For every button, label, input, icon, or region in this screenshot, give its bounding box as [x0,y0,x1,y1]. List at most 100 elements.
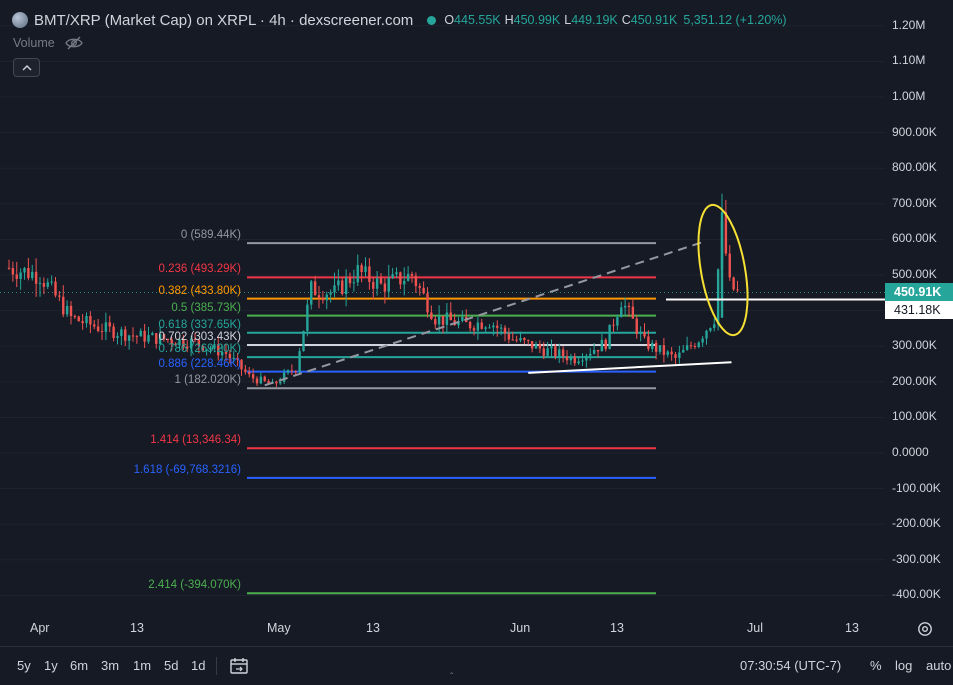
candle-body [643,331,646,337]
candle-body [352,282,356,284]
candle-body [313,281,317,296]
candle-body [186,346,189,349]
candle-body [108,322,111,327]
candle-body [240,359,243,370]
chevron-up-icon[interactable]: ˆ [450,672,454,683]
candle-body [337,280,340,286]
candle-body [232,357,235,359]
candle-body [139,330,142,337]
candle-body [120,329,123,337]
fib-level-label: 1.618 (-69,768.3216) [133,463,241,476]
range-5d-button[interactable]: 5d [164,658,179,673]
price-tick: 1.00M [892,89,926,103]
symbol-title[interactable]: BMT/XRP (Market Cap) on XRPL · 4h · dexs… [34,11,414,29]
candle-body [73,316,77,318]
candle-body [38,283,42,285]
volume-indicator-row: Volume [13,36,83,50]
candle-body [503,327,507,334]
candle-body [527,340,530,342]
collapse-legend-button[interactable] [13,58,40,77]
candle-body [162,334,166,340]
candle-body [546,348,549,356]
candle-body [674,354,677,358]
candle-body [116,336,119,339]
range-6m-button[interactable]: 6m [70,658,89,673]
range-1m-button[interactable]: 1m [133,658,152,673]
auto-scale-button[interactable]: auto [926,658,952,673]
clock[interactable]: 07:30:54 (UTC-7) [740,658,842,673]
eye-off-icon[interactable] [64,36,83,50]
candle-body [46,282,49,287]
candle-body [623,305,627,308]
candle-body [720,221,724,318]
candle-body [542,348,545,356]
candle-body [248,372,251,375]
fib-trend-line [264,240,706,387]
candle-body [608,324,611,350]
candle-body [360,265,363,272]
range-5y-button[interactable]: 5y [17,658,31,673]
candle-body [635,318,638,334]
candle-body [414,275,418,287]
candle-body [333,285,336,293]
range-1d-button[interactable]: 1d [191,658,206,673]
candle-body [480,322,483,329]
candle-body [294,371,297,373]
price-axis[interactable]: 1.20M 1.10M 1.00M 900.00K 800.00K 700.00K 600.… [885,0,953,612]
candle-body [585,355,588,361]
candle-body [434,319,437,325]
candle-body [468,322,472,329]
fib-level-label: 2.414 (-394.070K) [148,579,241,592]
price-tick: 500.00K [892,267,937,281]
candle-body [344,277,348,294]
candle-body [379,278,383,284]
price-tick: 1.10M [892,53,926,68]
price-tick: 200.00K [892,373,937,388]
calendar-range-icon[interactable] [229,656,249,676]
time-tick: 13 [130,621,144,635]
time-tick: 13 [610,621,624,635]
symbol-legend: BMT/XRP (Market Cap) on XRPL · 4h · dexs… [12,10,787,30]
candle-body [151,333,154,336]
chevron-up-icon [22,64,31,70]
candle-body [50,281,53,283]
candle-body [178,339,181,346]
toolbar-divider [216,657,217,675]
candle-body [430,312,433,320]
candle-body [616,317,619,326]
candle-body [310,281,313,305]
candle-body [306,304,309,331]
current-price-badge: 450.91K [885,283,953,302]
ohlc-open-key: O [444,13,455,27]
price-chart[interactable] [0,0,885,612]
candle-body [65,305,69,315]
candle-body [182,339,185,347]
price-tick: 100.00K [892,409,937,424]
price-tick: -100.00K [892,480,941,495]
candle-body [519,338,522,341]
time-axis[interactable]: Apr 13 May 13 Jun 13 Jul 13 [0,612,953,646]
market-status-dot-icon [427,15,437,25]
range-3m-button[interactable]: 3m [101,658,120,673]
candle-body [406,273,410,281]
candle-body [93,324,96,327]
candle-body [131,335,135,337]
candle-body [19,272,22,279]
candle-body [705,330,708,339]
fib-level-label: 0.702 (303.43K) [158,330,241,343]
percent-scale-button[interactable]: % [870,658,882,673]
volume-label[interactable]: Volume [13,36,55,50]
candle-body [612,324,615,326]
range-1y-button[interactable]: 1y [44,658,58,673]
chart-area[interactable] [0,0,885,612]
candle-body [639,331,642,334]
candle-body [135,336,139,338]
candle-body [341,280,344,294]
candle-body [589,353,592,356]
candle-body [127,335,131,341]
candle-body [263,376,266,381]
price-tick: 900.00K [892,124,937,139]
candle-body [147,335,150,342]
gear-icon[interactable] [916,620,934,638]
log-scale-button[interactable]: log [895,658,913,673]
